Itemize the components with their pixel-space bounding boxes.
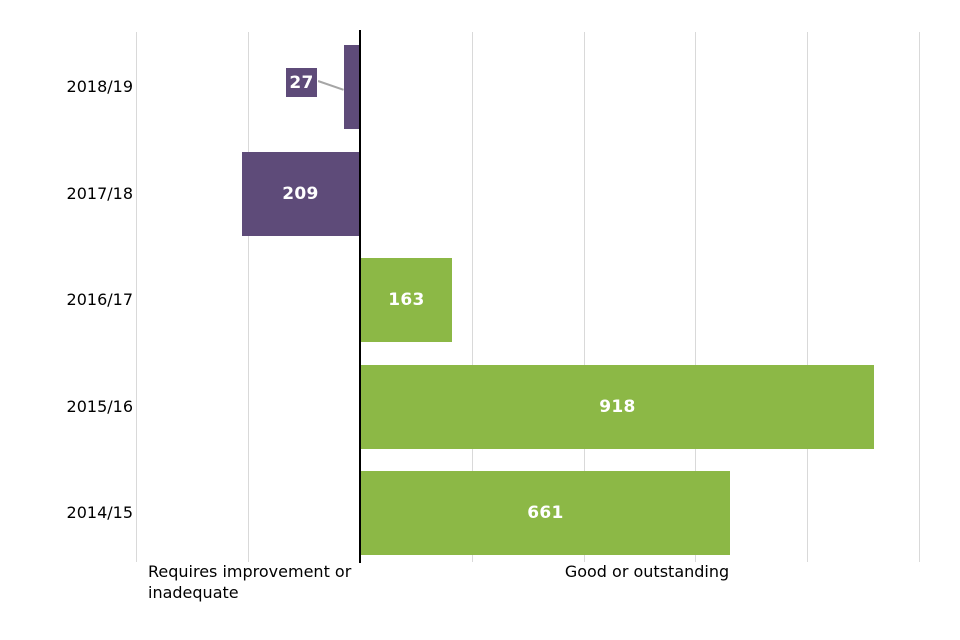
bar-2017-18: 209 [242, 152, 359, 236]
value-label: 661 [527, 503, 564, 523]
value-label: 209 [282, 184, 319, 204]
bar-2014-15: 661 [361, 471, 730, 555]
value-label: 27 [289, 72, 314, 93]
gridline [136, 32, 137, 562]
category-label-2015-16: 2015/16 [66, 397, 133, 416]
callout-leader-line [317, 80, 344, 91]
axis-label-positive: Good or outstanding [564, 562, 730, 581]
bar-2018-19 [344, 45, 359, 129]
category-label-2016-17: 2016/17 [66, 290, 133, 309]
gridline [584, 32, 585, 562]
value-label: 918 [599, 397, 636, 417]
axis-label-negative: Requires improvement or inadequate [148, 562, 352, 602]
callout-value-box: 27 [285, 67, 318, 98]
category-label-2017-18: 2017/18 [66, 184, 133, 203]
gridline [472, 32, 473, 562]
category-label-2018-19: 2018/19 [66, 77, 133, 96]
gridline [807, 32, 808, 562]
zero-axis-line [359, 30, 361, 563]
bar-2015-16: 918 [361, 365, 874, 449]
gridline [248, 32, 249, 562]
value-label: 163 [388, 290, 425, 310]
gridline [695, 32, 696, 562]
gridline [919, 32, 920, 562]
bar-2016-17: 163 [361, 258, 452, 342]
category-label-2014-15: 2014/15 [66, 503, 133, 522]
